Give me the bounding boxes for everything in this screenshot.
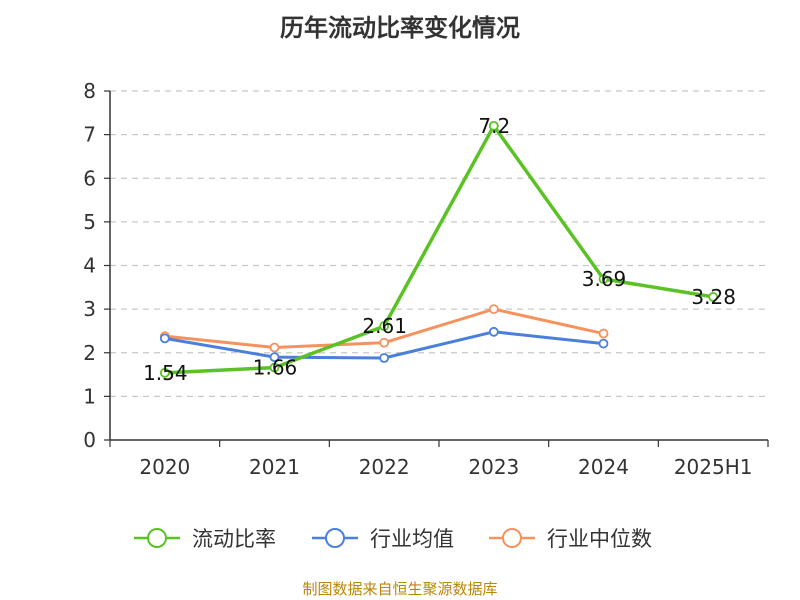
grid-lines — [110, 90, 768, 397]
y-tick-label: 2 — [83, 341, 96, 365]
data-point — [488, 326, 499, 337]
data-point — [379, 337, 390, 348]
data-point — [598, 328, 609, 339]
data-point — [379, 321, 390, 332]
data-point — [708, 292, 719, 302]
series-line — [164, 124, 714, 375]
y-tick-label: 8 — [83, 79, 96, 103]
data-point — [488, 121, 499, 131]
data-label: 7.2 — [478, 114, 510, 138]
data-label: 1.66 — [253, 356, 298, 380]
x-tick-label: 2025H1 — [674, 455, 753, 479]
x-tick-label: 2021 — [249, 455, 300, 479]
y-tick-label: 5 — [83, 210, 96, 234]
data-label: 2.61 — [362, 314, 407, 338]
legend-label: 行业中位数 — [547, 527, 652, 551]
y-tick-label: 3 — [83, 297, 96, 321]
data-point — [269, 342, 280, 353]
chart-title: 历年流动比率变化情况 — [280, 14, 520, 42]
legend-label: 行业均值 — [370, 527, 454, 551]
data-point — [379, 353, 390, 363]
y-tick-label: 6 — [83, 166, 96, 190]
data-labels: 1.54 1.66 2.61 7.2 3.69 3.28 — [143, 114, 736, 385]
x-tick-label: 2023 — [468, 455, 519, 479]
legend: 流动比率 行业均值 行业中位数 — [134, 527, 652, 551]
data-point — [269, 362, 280, 373]
axes: 0 1 2 3 4 5 6 7 8 2020 2021 2022 2023 2024 2025H1 — [83, 79, 769, 479]
data-point — [488, 304, 499, 315]
x-tick-label: 2022 — [359, 455, 410, 479]
data-point — [269, 352, 280, 363]
y-tick-label: 1 — [83, 384, 96, 408]
data-point — [159, 367, 170, 378]
data-point — [598, 274, 609, 284]
data-point — [598, 338, 609, 349]
data-label: 3.28 — [691, 285, 736, 309]
legend-marker — [502, 528, 522, 548]
data-label: 3.69 — [582, 267, 627, 291]
source-note: 制图数据来自恒生聚源数据库 — [302, 580, 498, 598]
legend-label: 流动比率 — [192, 527, 276, 551]
legend-marker — [147, 528, 167, 548]
x-tick-label: 2020 — [139, 455, 190, 479]
series-lines — [159, 121, 719, 378]
y-tick-label: 0 — [83, 428, 96, 452]
y-tick-label: 4 — [83, 254, 96, 278]
y-tick-label: 7 — [83, 123, 96, 147]
legend-marker — [325, 528, 345, 548]
data-label: 1.54 — [143, 361, 188, 385]
data-point — [159, 333, 170, 344]
x-tick-label: 2024 — [578, 455, 629, 479]
